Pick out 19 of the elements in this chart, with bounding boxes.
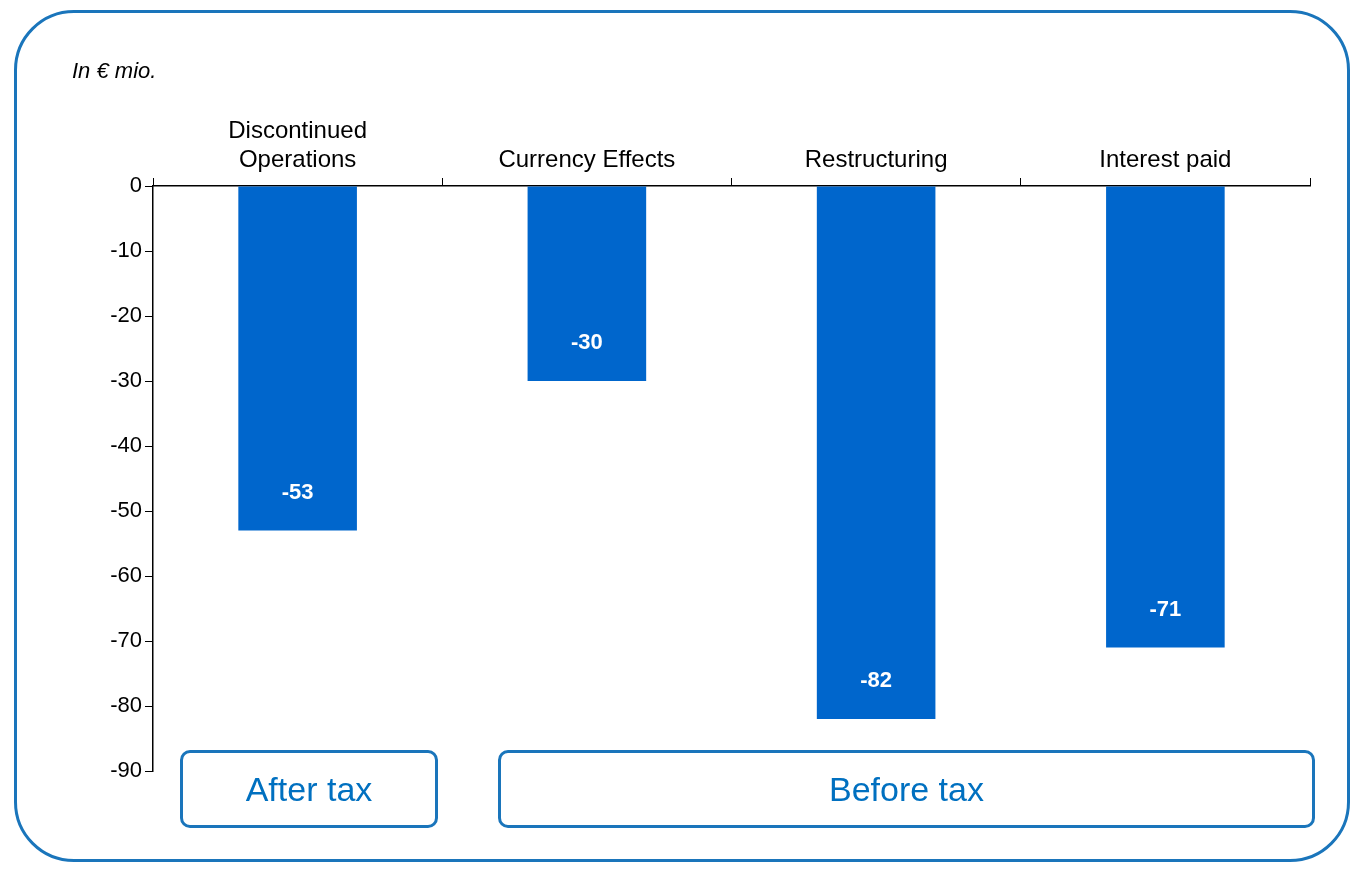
y-tick-label: -80 [110,692,142,718]
y-tick-label: -50 [110,497,142,523]
y-tick-label: -20 [110,302,142,328]
data-label: -82 [860,667,893,693]
y-tick-label: -10 [110,237,142,263]
x-tick-label: Interest paid [1099,145,1232,173]
x-tick-label: Currency Effects [498,145,676,173]
y-tick-label: 0 [129,172,142,198]
y-tick-label: -60 [110,562,142,588]
y-tick-label: -70 [110,627,142,653]
y-tick-label: -40 [110,432,142,458]
data-label: -71 [1149,595,1182,621]
x-tick-label: Restructuring [804,145,948,173]
x-tick-label: Discontinued Operations [228,116,367,173]
data-label: -53 [281,478,314,504]
data-label: -30 [570,329,603,355]
text: In € mio. [72,58,157,84]
y-tick-label: -30 [110,367,142,393]
y-tick-label: -90 [110,757,142,783]
